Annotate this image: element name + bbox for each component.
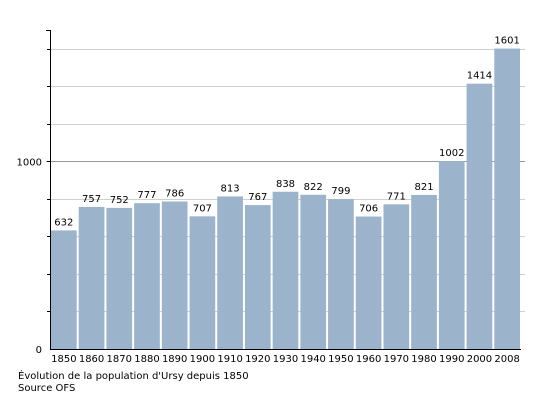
x-tick-label-1990: 1990 <box>439 354 464 365</box>
bar-1930 <box>272 191 299 349</box>
y-tick-label-1000: 1000 <box>17 157 42 168</box>
value-label-1940: 822 <box>304 182 323 193</box>
bar-1880 <box>134 203 160 349</box>
chart-caption-source: Source OFS <box>18 383 76 394</box>
value-label-2008: 1601 <box>494 36 519 47</box>
value-label-1890: 786 <box>165 189 184 200</box>
bar-1960 <box>355 216 382 349</box>
bar-1870 <box>106 207 133 349</box>
x-tick-label-2008: 2008 <box>494 354 519 365</box>
x-tick-label-1940: 1940 <box>300 354 325 365</box>
x-tick-label-1860: 1860 <box>79 354 104 365</box>
value-label-2000: 1414 <box>467 71 492 82</box>
x-tick-labels-group: 1850 1860 1870 1880 1890 1900 1910 1920 1930 1940… <box>51 354 520 365</box>
y-tick-label-0: 0 <box>36 345 42 356</box>
x-tick-label-1920: 1920 <box>245 354 270 365</box>
x-tick-label-1880: 1880 <box>134 354 159 365</box>
axes-group <box>46 30 521 350</box>
x-tick-label-1900: 1900 <box>190 354 215 365</box>
bar-2000 <box>466 83 493 350</box>
x-tick-label-1910: 1910 <box>217 354 242 365</box>
bar-1910 <box>217 196 243 349</box>
bar-1970 <box>383 204 410 349</box>
value-label-1950: 799 <box>331 186 350 197</box>
value-label-1970: 771 <box>387 191 406 202</box>
bar-1950 <box>328 199 354 349</box>
x-tick-label-1980: 1980 <box>411 354 436 365</box>
value-label-1880: 777 <box>137 190 156 201</box>
value-label-1960: 706 <box>359 204 378 215</box>
bar-1890 <box>161 201 188 349</box>
value-label-1910: 813 <box>221 183 240 194</box>
x-tick-label-1960: 1960 <box>356 354 381 365</box>
x-tick-label-1850: 1850 <box>51 354 76 365</box>
value-label-1850: 632 <box>54 217 73 228</box>
bar-2008 <box>494 48 520 350</box>
value-label-1930: 838 <box>276 179 295 190</box>
x-tick-label-1930: 1930 <box>273 354 298 365</box>
value-label-1900: 707 <box>193 203 212 214</box>
bar-1980 <box>411 194 437 349</box>
value-label-1990: 1002 <box>439 148 464 159</box>
x-tick-label-1950: 1950 <box>328 354 353 365</box>
y-tick-labels-group: 0 1000 <box>17 157 42 356</box>
bar-1920 <box>244 205 271 349</box>
value-labels-group: 632 757 752 777 786 707 813 767 838 822 799 706 771 8… <box>54 36 520 229</box>
value-label-1870: 752 <box>110 195 129 206</box>
x-tick-label-1970: 1970 <box>384 354 409 365</box>
bar-1900 <box>189 216 216 349</box>
bar-1990 <box>438 160 465 349</box>
x-tick-label-1890: 1890 <box>162 354 187 365</box>
value-label-1980: 821 <box>414 182 433 193</box>
bars-group <box>51 48 520 350</box>
bar-1850 <box>51 230 77 349</box>
bar-1940 <box>300 194 327 349</box>
value-label-1920: 767 <box>248 192 267 203</box>
bar-1860 <box>78 206 105 349</box>
x-tick-label-1870: 1870 <box>107 354 132 365</box>
x-tick-label-2000: 2000 <box>467 354 492 365</box>
chart-caption-title: Évolution de la population d'Ursy depuis… <box>18 371 249 382</box>
value-label-1860: 757 <box>82 194 101 205</box>
